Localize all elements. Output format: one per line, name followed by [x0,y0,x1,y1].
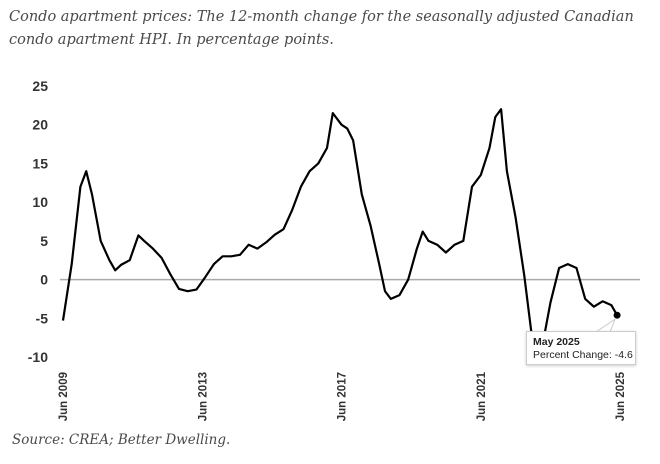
series-line [61,108,619,351]
x-tick-label: Jun 2009 [58,372,70,421]
tooltip: May 2025 Percent Change: -4.6 [526,331,636,365]
y-tick-label: 25 [32,78,48,94]
x-tick-label: Jun 2013 [197,372,209,421]
y-tick-label: -10 [28,349,48,365]
tooltip-date: May 2025 [533,336,580,348]
highlight-point [613,311,621,319]
source-note: Source: CREA; Better Dwelling. [12,432,231,448]
y-tick-label: 10 [32,194,48,210]
x-tick-label: Jun 2017 [337,372,349,421]
y-tick-label: 20 [32,117,48,133]
x-tick-label: Jun 2025 [615,371,627,421]
y-tick-label: -5 [36,310,49,326]
y-tick-label: 0 [40,272,48,288]
x-tick-label: Jun 2021 [476,371,488,421]
chart-title: Condo apartment prices: The 12-month cha… [9,9,634,48]
tooltip-value: Percent Change: -4.6 [533,349,633,361]
y-tick-label: 15 [32,155,48,171]
y-tick-label: 5 [40,233,48,249]
